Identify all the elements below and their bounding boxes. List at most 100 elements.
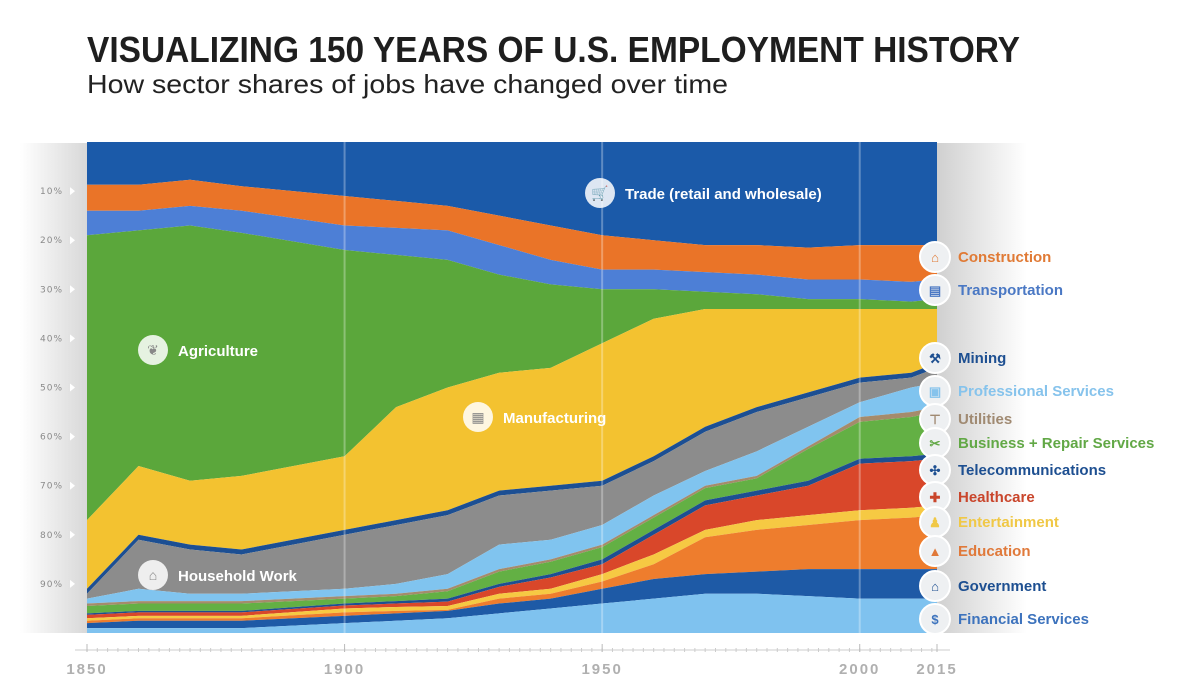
y-axis: 10% 20% 30% 40% 50% 60% 70% 80% 90% (40, 187, 75, 590)
area-household-work (87, 367, 937, 599)
money-bag-icon-glyph: $ (931, 612, 939, 627)
y-tick-label: 70% (40, 482, 63, 492)
x-tick-label: 2000 (839, 661, 880, 678)
inline-label-agriculture: ❦ Agriculture (138, 335, 258, 365)
x-tick-label: 1950 (581, 661, 622, 678)
legend-item-government: ⌂ Government (919, 570, 1046, 602)
area-layers (87, 142, 937, 633)
inline-label-text: Trade (retail and wholesale) (625, 186, 822, 203)
house-icon (138, 560, 168, 590)
construction-icon-glyph: ⌂ (931, 250, 939, 265)
y-tick-label: 50% (40, 384, 63, 394)
money-bag-icon (919, 603, 951, 635)
legend-item-financial-services: $ Financial Services (919, 603, 1089, 635)
factory-icon (463, 402, 493, 432)
area-entertainment (87, 505, 937, 621)
legend-item-utilities: ⊤ Utilities (919, 403, 1012, 435)
y-tick-label: 60% (40, 433, 63, 443)
shopping-cart-icon-glyph: 🛒 (591, 185, 608, 202)
y-tick-label: 20% (40, 236, 63, 246)
legend-item-professional-services: ▣ Professional Services (919, 375, 1114, 407)
area-transportation (87, 205, 937, 302)
inline-label-manufacturing: ▦ Manufacturing (463, 402, 606, 432)
y-tick-marker (70, 530, 75, 539)
y-tick-marker (70, 579, 75, 588)
x-axis: 1850 1900 1950 2000 2015 (66, 644, 957, 678)
wheat-icon (138, 335, 168, 365)
factory-icon-glyph: ▦ (471, 409, 484, 425)
construction-icon (919, 241, 951, 273)
house-icon-glyph: ⌂ (149, 567, 157, 583)
y-tick-label: 40% (40, 334, 63, 344)
legend-item-construction: ⌂ Construction (919, 241, 1051, 273)
legend-label: Utilities (958, 411, 1012, 428)
left-axis-background (20, 143, 87, 633)
y-tick-label: 90% (40, 580, 63, 590)
y-tick-marker (70, 236, 75, 245)
pickaxe-icon-glyph: ⚒ (929, 351, 941, 366)
area-agriculture (87, 225, 937, 521)
y-tick-marker (70, 383, 75, 392)
x-tick-label: 2015 (916, 661, 957, 678)
legend-label: Government (958, 578, 1046, 595)
bank-icon (919, 570, 951, 602)
legend-label: Healthcare (958, 489, 1035, 506)
inline-label-trade-retail-and-wholesale: 🛒 Trade (retail and wholesale) (585, 178, 822, 208)
legend-label: Transportation (958, 282, 1063, 299)
legend-item-healthcare: ✚ Healthcare (919, 481, 1035, 513)
tools-icon-glyph: ✂ (930, 436, 941, 451)
legend-label: Professional Services (958, 383, 1114, 400)
legend-label: Financial Services (958, 611, 1089, 628)
inline-label-household-work: ⌂ Household Work (138, 560, 298, 590)
y-tick-label: 80% (40, 531, 63, 541)
area-construction (87, 179, 937, 282)
y-tick-label: 10% (40, 187, 63, 197)
area-government (87, 569, 937, 629)
wheat-icon-glyph: ❦ (147, 342, 159, 358)
legend-item-mining: ⚒ Mining (919, 342, 1006, 374)
legend-item-entertainment: ♟ Entertainment (919, 506, 1059, 538)
area-business-repair-services (87, 412, 937, 614)
bank-icon-glyph: ⌂ (931, 579, 939, 594)
y-tick-marker (70, 432, 75, 441)
satellite-icon-glyph: ✣ (930, 463, 941, 478)
y-tick-marker (70, 334, 75, 343)
y-tick-marker (70, 285, 75, 294)
legend-label: Entertainment (958, 514, 1059, 531)
chart-subtitle: How sector shares of jobs have changed o… (87, 69, 728, 99)
graduation-cap-icon (919, 535, 951, 567)
area-trade-retail-and-wholesale (87, 142, 937, 248)
y-tick-marker (70, 481, 75, 490)
y-tick-marker (70, 187, 75, 196)
area-education (87, 515, 937, 624)
faucet-icon-glyph: ⊤ (929, 412, 940, 427)
area-professional-services (87, 382, 937, 604)
y-tick-label: 30% (40, 285, 63, 295)
gridlines (343, 142, 861, 633)
graduation-cap-icon-glyph: ▲ (929, 544, 942, 559)
area-telecommunications (87, 453, 937, 615)
area-manufacturing (87, 308, 937, 589)
pickaxe-icon (919, 342, 951, 374)
cross-icon-glyph: ✚ (930, 490, 941, 505)
x-tick-label: 1900 (324, 661, 365, 678)
shopping-cart-icon (585, 178, 615, 208)
inline-label-text: Household Work (178, 568, 298, 585)
truck-icon-glyph: ▤ (929, 283, 941, 298)
inline-label-text: Agriculture (178, 343, 258, 360)
legend-item-transportation: ▤ Transportation (919, 274, 1063, 306)
briefcase-icon-glyph: ▣ (929, 384, 941, 399)
legend: ⌂ Construction ▤ Transportation ⚒ Mining ▣ Prof… (919, 241, 1154, 635)
truck-icon (919, 274, 951, 306)
right-legend-background (937, 143, 1027, 633)
legend-label: Telecommunications (958, 462, 1106, 479)
legend-label: Mining (958, 350, 1006, 367)
inline-label-text: Manufacturing (503, 410, 606, 427)
joystick-icon-glyph: ♟ (929, 515, 941, 530)
legend-item-education: ▲ Education (919, 535, 1031, 567)
inline-labels: 🛒 Trade (retail and wholesale) ❦ Agricultur… (138, 178, 822, 590)
chart-title: VISUALIZING 150 YEARS OF U.S. EMPLOYMENT… (87, 29, 1020, 70)
area-healthcare (87, 458, 937, 619)
x-tick-label: 1850 (66, 661, 107, 678)
